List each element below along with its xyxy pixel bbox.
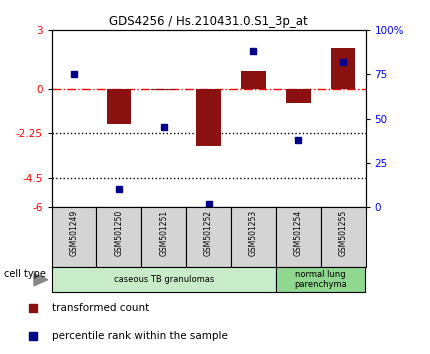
Bar (52, 267, 276, 292)
Bar (141, 207, 186, 267)
Text: GSM501255: GSM501255 (338, 210, 347, 256)
Text: normal lung
parenchyma: normal lung parenchyma (294, 270, 347, 289)
Bar (186, 207, 231, 267)
Polygon shape (34, 273, 48, 286)
Title: GDS4256 / Hs.210431.0.S1_3p_at: GDS4256 / Hs.210431.0.S1_3p_at (109, 15, 308, 28)
Text: GSM501254: GSM501254 (294, 210, 303, 256)
Bar (231, 207, 276, 267)
Text: transformed count: transformed count (52, 303, 150, 313)
Bar (151, 89, 176, 90)
Bar (96, 207, 141, 267)
Bar (321, 207, 365, 267)
Text: GSM501249: GSM501249 (70, 210, 79, 256)
Bar (52, 207, 96, 267)
Text: percentile rank within the sample: percentile rank within the sample (52, 331, 228, 341)
Text: caseous TB granulomas: caseous TB granulomas (114, 275, 214, 284)
Text: GSM501252: GSM501252 (204, 210, 213, 256)
Text: cell type: cell type (4, 269, 46, 279)
Bar (331, 48, 356, 89)
Text: GSM501250: GSM501250 (114, 210, 123, 256)
Bar (196, 89, 221, 146)
Bar (276, 207, 321, 267)
Text: GSM501251: GSM501251 (159, 210, 168, 256)
Bar (286, 89, 310, 103)
Text: GSM501253: GSM501253 (249, 210, 258, 256)
Bar (107, 89, 131, 125)
Bar (241, 72, 266, 89)
Bar (276, 267, 366, 292)
